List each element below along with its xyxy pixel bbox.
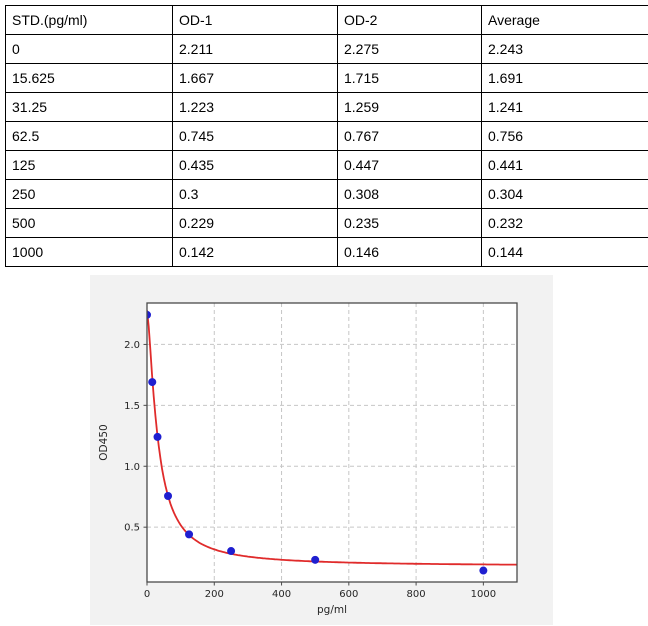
data-point (148, 378, 157, 387)
table-cell: 0.144 (481, 237, 648, 267)
column-header: Average (481, 5, 648, 35)
table-cell: 125 (5, 150, 173, 180)
y-axis-label: OD450 (98, 424, 110, 460)
table-row: 250 0.3 0.308 0.304 (5, 179, 648, 209)
data-points (147, 310, 488, 575)
data-point (164, 491, 173, 500)
table-cell: 0.229 (172, 208, 338, 238)
table-cell: 0.235 (337, 208, 482, 238)
table-cell: 1.241 (481, 92, 648, 122)
table-cell: 2.211 (172, 34, 338, 64)
standards-table: STD.(pg/ml) OD-1 OD-2 Average 0 2.211 2.275 2.… (5, 5, 648, 267)
table-cell: 0.756 (481, 121, 648, 151)
table-cell: 0.767 (337, 121, 482, 151)
x-tick-label: 1000 (471, 589, 496, 600)
x-tick-label: 0 (144, 589, 150, 600)
column-header: OD-2 (337, 5, 482, 35)
table-cell: 0.441 (481, 150, 648, 180)
table-cell: 0.447 (337, 150, 482, 180)
table-cell: 250 (5, 179, 173, 209)
table-row: 31.25 1.223 1.259 1.241 (5, 92, 648, 122)
x-tick-label: 400 (272, 589, 291, 600)
data-point (227, 547, 236, 556)
table-row: 15.625 1.667 1.715 1.691 (5, 63, 648, 93)
table-cell: 31.25 (5, 92, 173, 122)
header-row: STD.(pg/ml) OD-1 OD-2 Average (5, 5, 648, 35)
table-cell: 0.146 (337, 237, 482, 267)
column-header: OD-1 (172, 5, 338, 35)
table-cell: 1.691 (481, 63, 648, 93)
data-point (185, 530, 194, 539)
table-cell: 15.625 (5, 63, 173, 93)
table-cell: 0.3 (172, 179, 338, 209)
table-cell: 1.667 (172, 63, 338, 93)
axes-frame (146, 302, 518, 583)
table-cell: 0 (5, 34, 173, 64)
table-cell: 2.275 (337, 34, 482, 64)
table-cell: 1.259 (337, 92, 482, 122)
plot-area (147, 303, 517, 582)
data-point (479, 566, 488, 575)
x-tick-label: 800 (407, 589, 426, 600)
standard-curve-chart: 0 200 400 600 800 1000 0.5 1.0 1.5 2.0 pg/ml OD450 (98, 302, 518, 616)
table-cell: 1.715 (337, 63, 482, 93)
y-tick-label: 0.5 (124, 523, 140, 534)
y-tick-label: 2.0 (124, 340, 140, 351)
table-cell: 1000 (5, 237, 173, 267)
table-cell: 0.745 (172, 121, 338, 151)
standard-curve-figure: 0 200 400 600 800 1000 0.5 1.0 1.5 2.0 pg/ml OD450 (90, 275, 553, 625)
table-cell: 0.142 (172, 237, 338, 267)
table-cell: 0.308 (337, 179, 482, 209)
table-row: 62.5 0.745 0.767 0.756 (5, 121, 648, 151)
column-header: STD.(pg/ml) (5, 5, 173, 35)
fit-curve-line (147, 310, 517, 566)
table-cell: 1.223 (172, 92, 338, 122)
x-tick-label: 600 (339, 589, 358, 600)
table-header: STD.(pg/ml) OD-1 OD-2 Average (5, 5, 648, 35)
x-axis-label: pg/ml (317, 604, 347, 616)
table-cell: 62.5 (5, 121, 173, 151)
table-row: 1000 0.142 0.146 0.144 (5, 237, 648, 267)
y-tick-label: 1.0 (124, 462, 140, 473)
table-row: 500 0.229 0.235 0.232 (5, 208, 648, 238)
data-point (147, 310, 151, 319)
table-cell: 0.232 (481, 208, 648, 238)
x-tick-label: 200 (205, 589, 224, 600)
data-point (153, 432, 162, 441)
table-cell: 2.243 (481, 34, 648, 64)
data-point (311, 555, 320, 564)
table-cell: 0.304 (481, 179, 648, 209)
table-cell: 500 (5, 208, 173, 238)
table-cell: 0.435 (172, 150, 338, 180)
y-tick-label: 1.5 (124, 401, 140, 412)
table-body: 0 2.211 2.275 2.243 15.625 1.667 1.715 1.691 31.… (5, 34, 648, 267)
table-row: 0 2.211 2.275 2.243 (5, 34, 648, 64)
table-row: 125 0.435 0.447 0.441 (5, 150, 648, 180)
